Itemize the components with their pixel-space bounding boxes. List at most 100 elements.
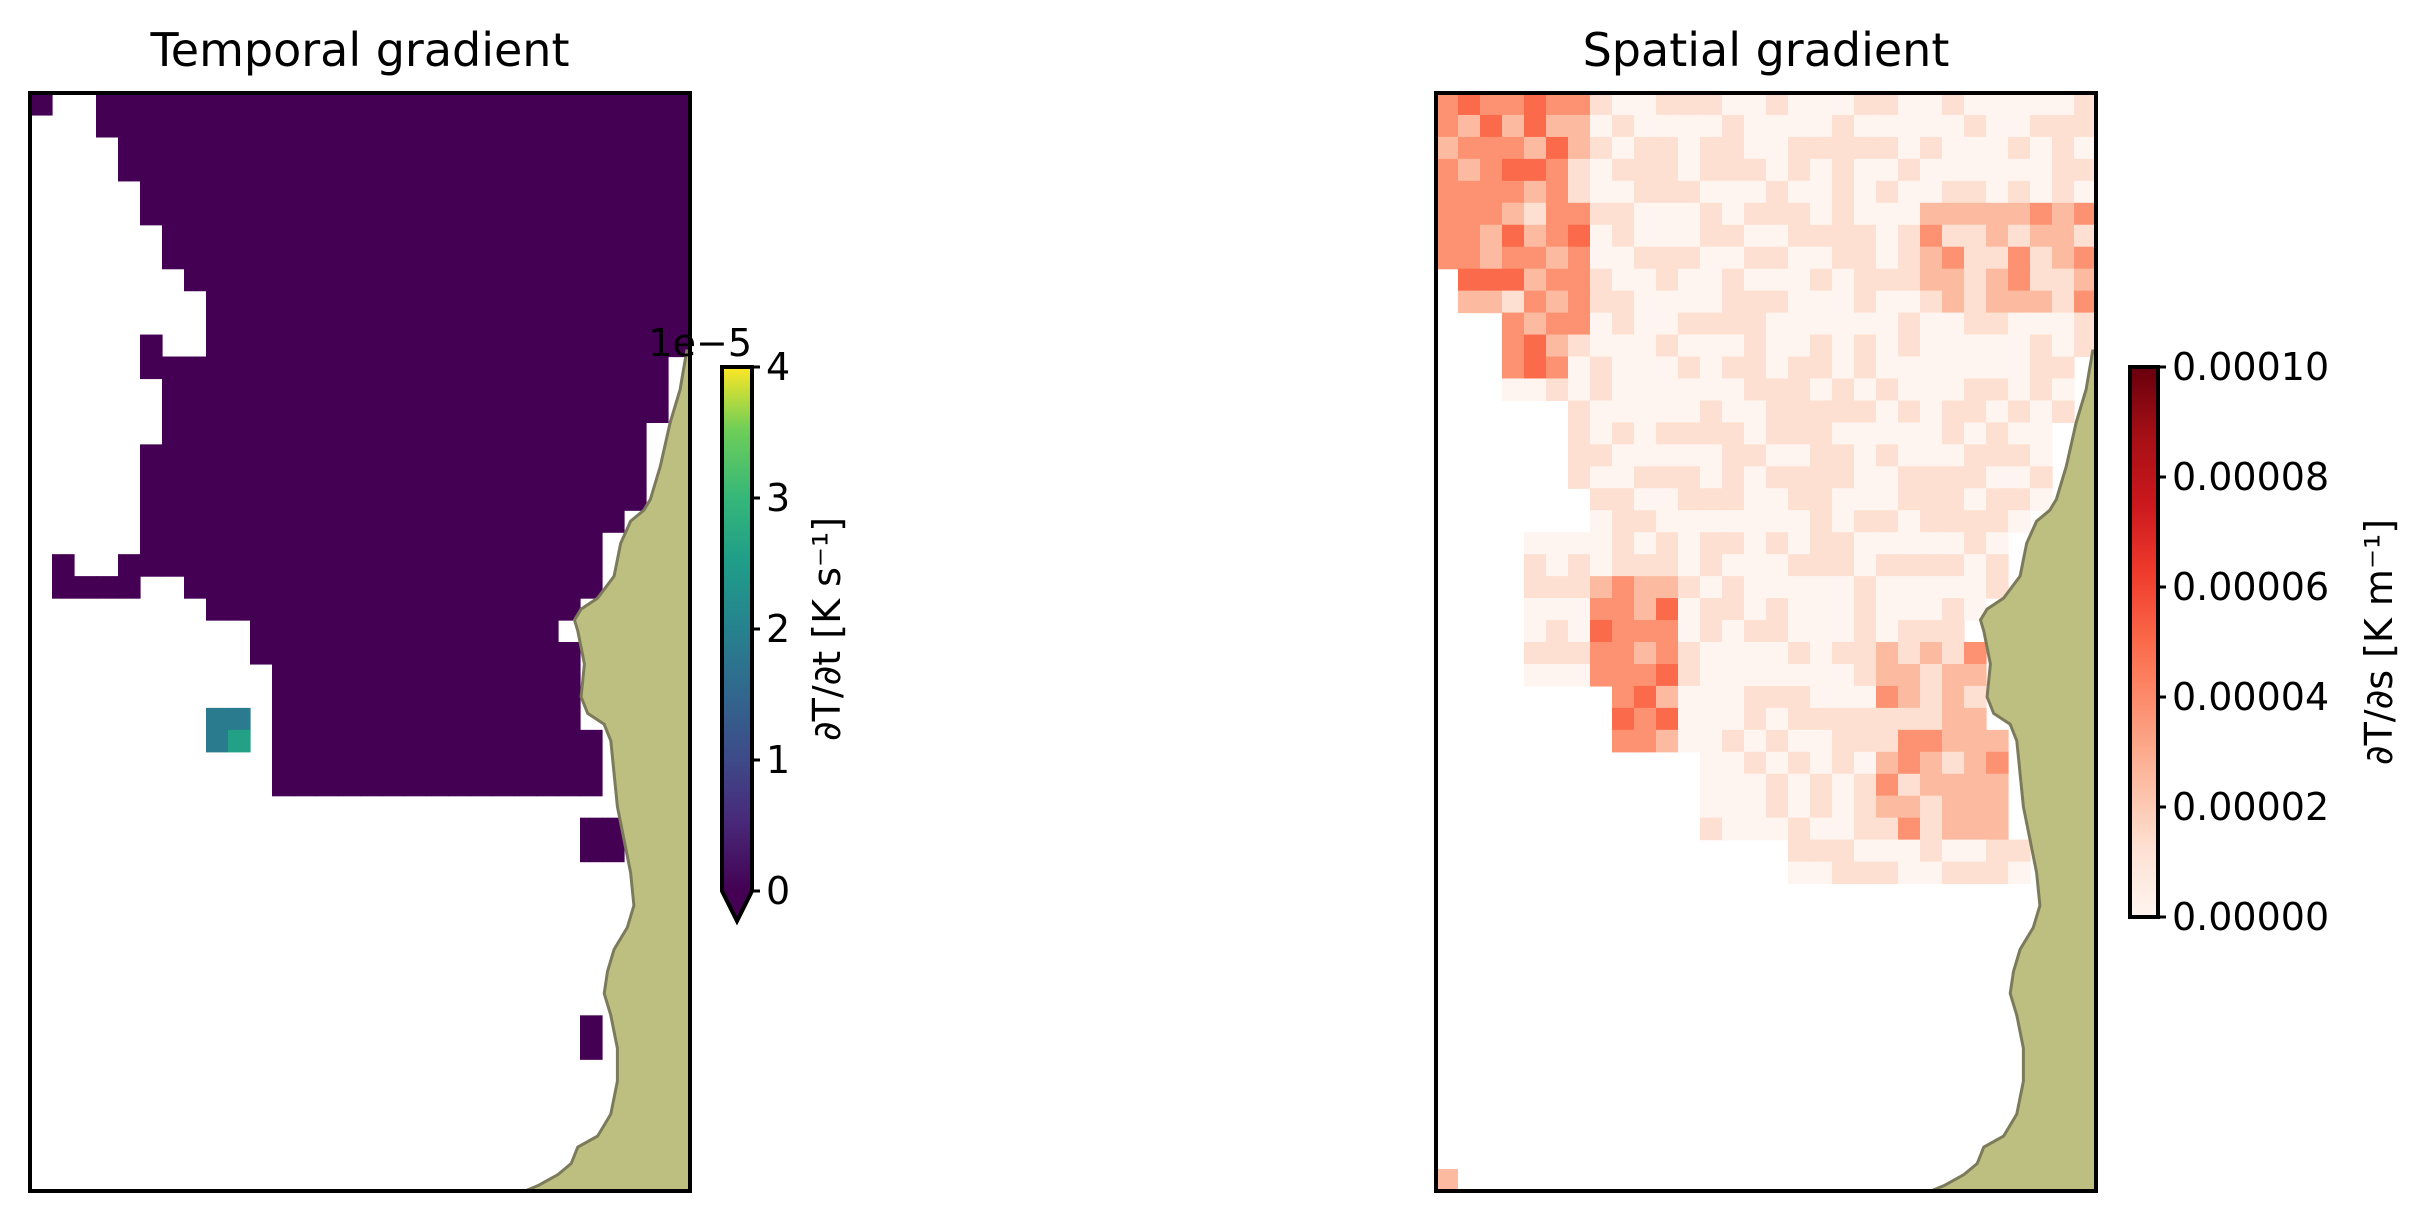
temporal-cell: [514, 202, 537, 226]
spatial-cell: [2030, 268, 2053, 292]
temporal-cell: [624, 444, 647, 467]
temporal-cell: [272, 422, 295, 445]
temporal-cell: [316, 532, 339, 555]
spatial-cell: [1920, 334, 1943, 358]
spatial-cell: [1590, 663, 1613, 687]
spatial-cell: [1458, 114, 1481, 138]
spatial-cell: [1964, 202, 1987, 226]
temporal-cell: [338, 707, 361, 731]
spatial-cell: [1854, 422, 1877, 445]
spatial-cell: [1854, 202, 1877, 226]
temporal-cell: [228, 422, 251, 445]
temporal-cell: [470, 598, 493, 621]
temporal-cell: [448, 598, 471, 621]
spatial-cell: [1788, 773, 1811, 797]
spatial-cell: [1788, 136, 1811, 160]
spatial-cell: [1810, 773, 1833, 797]
spatial-cell: [1766, 356, 1789, 380]
spatial-cell: [1964, 685, 1987, 709]
temporal-cell: [514, 554, 537, 577]
spatial-cell: [1986, 312, 2009, 336]
spatial-cell: [1810, 422, 1833, 445]
spatial-cell: [1568, 268, 1591, 292]
temporal-cell: [162, 356, 185, 380]
temporal-title: Temporal gradient: [149, 23, 569, 77]
spatial-cell: [1920, 136, 1943, 160]
spatial-cell: [1436, 158, 1459, 182]
spatial-cell: [1832, 268, 1855, 292]
spatial-cell: [1788, 751, 1811, 775]
temporal-cell: [470, 773, 493, 797]
temporal-cell: [206, 268, 229, 292]
temporal-cell: [184, 202, 207, 226]
temporal-cell: [536, 773, 559, 797]
temporal-cell: [228, 312, 251, 336]
spatial-cell: [1766, 554, 1789, 577]
temporal-cell: [514, 290, 537, 314]
temporal-cell: [536, 532, 559, 555]
temporal-cell: [404, 202, 427, 226]
temporal-cell: [624, 136, 647, 160]
spatial-cell: [1634, 400, 1657, 423]
temporal-cell: [206, 400, 229, 423]
spatial-cell: [1876, 620, 1899, 643]
spatial-cell: [1744, 620, 1767, 643]
temporal-cell: [580, 400, 603, 423]
temporal-cell: [536, 466, 559, 489]
spatial-cell: [1788, 685, 1811, 709]
spatial-cell: [1634, 707, 1657, 731]
temporal-cell: [316, 642, 339, 665]
temporal-cell: [338, 400, 361, 423]
temporal-cell: [536, 620, 559, 643]
temporal-cell: [580, 290, 603, 314]
spatial-cell: [1942, 663, 1965, 687]
spatial-cell: [1832, 729, 1855, 753]
spatial-cell: [1986, 576, 2009, 599]
temporal-cell: [470, 554, 493, 577]
temporal-cell: [272, 444, 295, 467]
spatial-cell: [1942, 290, 1965, 314]
spatial-cell: [1788, 642, 1811, 665]
spatial-cell: [1546, 312, 1569, 336]
temporal-cell: [162, 180, 185, 204]
temporal-cell: [404, 93, 427, 116]
spatial-cell: [2074, 312, 2097, 336]
temporal-cell: [404, 576, 427, 599]
temporal-cell: [602, 488, 625, 511]
temporal-cell: [382, 663, 405, 687]
spatial-cell: [2008, 839, 2031, 863]
spatial-cell: [1832, 598, 1855, 621]
spatial-cell: [2008, 246, 2031, 270]
temporal-cell: [492, 532, 515, 555]
temporal-cell: [140, 466, 163, 489]
spatial-cell: [1722, 400, 1745, 423]
spatial-cell: [1656, 466, 1679, 489]
temporal-cell: [316, 620, 339, 643]
spatial-cell: [1788, 444, 1811, 467]
spatial-cell: [1766, 224, 1789, 248]
spatial-cell: [1942, 861, 1965, 885]
spatial-cell: [1788, 334, 1811, 358]
spatial-cell: [1612, 224, 1635, 248]
spatial-cell: [1832, 444, 1855, 467]
spatial-cell: [1942, 158, 1965, 182]
temporal-cell: [404, 268, 427, 292]
temporal-cell: [470, 532, 493, 555]
spatial-cell: [1832, 685, 1855, 709]
temporal-cell: [580, 93, 603, 116]
spatial-cell: [1854, 729, 1877, 753]
temporal-cell: [558, 246, 581, 270]
temporal-cell: [272, 268, 295, 292]
temporal-cell: [360, 532, 383, 555]
temporal-cell: [162, 400, 185, 423]
spatial-cell: [1832, 663, 1855, 687]
spatial-cell: [1546, 663, 1569, 687]
spatial-cell: [1700, 707, 1723, 731]
spatial-cell: [1634, 598, 1657, 621]
temporal-cell: [118, 554, 141, 577]
spatial-cell: [1832, 422, 1855, 445]
spatial-cell: [1766, 180, 1789, 204]
temporal-cell: [470, 114, 493, 138]
temporal-cell: [426, 620, 449, 643]
temporal-cell: [558, 180, 581, 204]
